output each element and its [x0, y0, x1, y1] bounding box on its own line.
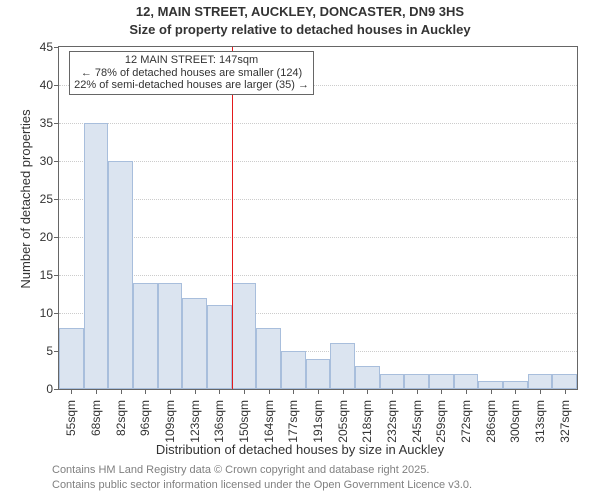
x-tick-label: 232sqm	[385, 400, 399, 443]
y-tick-label: 10	[40, 306, 53, 320]
x-tick	[515, 389, 516, 394]
histogram-bar	[108, 161, 133, 389]
annotation-line: ← 78% of detached houses are smaller (12…	[74, 67, 309, 80]
x-tick	[491, 389, 492, 394]
y-tick-label: 0	[46, 382, 53, 396]
x-tick-label: 177sqm	[286, 400, 300, 443]
y-tick	[54, 85, 59, 86]
grid-line	[59, 275, 577, 276]
grid-line	[59, 237, 577, 238]
x-tick-label: 245sqm	[410, 400, 424, 443]
x-tick	[466, 389, 467, 394]
plot-area: 05101520253035404555sqm68sqm82sqm96sqm10…	[58, 46, 578, 390]
x-tick	[540, 389, 541, 394]
y-tick-label: 45	[40, 40, 53, 54]
marker-annotation: 12 MAIN STREET: 147sqm← 78% of detached …	[69, 51, 314, 95]
y-tick	[54, 199, 59, 200]
x-tick	[441, 389, 442, 394]
x-tick-label: 136sqm	[212, 400, 226, 443]
x-tick-label: 191sqm	[311, 400, 325, 443]
y-tick	[54, 161, 59, 162]
x-tick	[170, 389, 171, 394]
x-tick-label: 327sqm	[558, 400, 572, 443]
y-tick	[54, 313, 59, 314]
x-tick-label: 164sqm	[262, 400, 276, 443]
y-tick-label: 15	[40, 268, 53, 282]
histogram-bar	[355, 366, 380, 389]
x-axis-label: Distribution of detached houses by size …	[0, 442, 600, 457]
histogram-bar	[84, 123, 109, 389]
x-tick	[121, 389, 122, 394]
y-tick-label: 20	[40, 230, 53, 244]
x-tick-label: 272sqm	[459, 400, 473, 443]
annotation-line: 12 MAIN STREET: 147sqm	[74, 54, 309, 67]
grid-line	[59, 199, 577, 200]
x-tick-label: 123sqm	[188, 400, 202, 443]
histogram-bar	[528, 374, 553, 389]
footnote-line-2: Contains public sector information licen…	[52, 479, 472, 491]
histogram-bar	[330, 343, 355, 389]
x-tick-label: 55sqm	[64, 400, 78, 436]
x-tick	[293, 389, 294, 394]
y-tick-label: 40	[40, 78, 53, 92]
histogram-bar	[59, 328, 84, 389]
x-tick	[565, 389, 566, 394]
x-tick	[417, 389, 418, 394]
x-tick	[367, 389, 368, 394]
histogram-bar	[306, 359, 331, 389]
grid-line	[59, 161, 577, 162]
y-tick	[54, 123, 59, 124]
histogram-bar	[207, 305, 232, 389]
histogram-bar	[158, 283, 183, 389]
histogram-bar	[503, 381, 528, 389]
x-tick-label: 286sqm	[484, 400, 498, 443]
x-tick	[71, 389, 72, 394]
histogram-bar	[281, 351, 306, 389]
histogram-bar	[232, 283, 257, 389]
x-tick	[145, 389, 146, 394]
histogram-bar	[182, 298, 207, 389]
footnote-line-1: Contains HM Land Registry data © Crown c…	[52, 464, 429, 476]
x-tick	[96, 389, 97, 394]
annotation-line: 22% of semi-detached houses are larger (…	[74, 79, 309, 92]
histogram-bar	[552, 374, 577, 389]
y-tick	[54, 275, 59, 276]
x-tick-label: 150sqm	[237, 400, 251, 443]
x-tick-label: 300sqm	[508, 400, 522, 443]
x-tick-label: 205sqm	[336, 400, 350, 443]
x-tick-label: 82sqm	[114, 400, 128, 436]
histogram-bar	[256, 328, 281, 389]
x-tick-label: 109sqm	[163, 400, 177, 443]
histogram-bar	[133, 283, 158, 389]
y-tick-label: 30	[40, 154, 53, 168]
histogram-bar	[404, 374, 429, 389]
y-tick	[54, 389, 59, 390]
x-tick-label: 68sqm	[89, 400, 103, 436]
x-tick-label: 313sqm	[533, 400, 547, 443]
x-tick	[244, 389, 245, 394]
y-tick	[54, 47, 59, 48]
histogram-bar	[429, 374, 454, 389]
y-tick-label: 5	[46, 344, 53, 358]
x-tick	[392, 389, 393, 394]
y-tick-label: 35	[40, 116, 53, 130]
x-tick	[343, 389, 344, 394]
chart-subtitle: Size of property relative to detached ho…	[0, 22, 600, 37]
chart-title: 12, MAIN STREET, AUCKLEY, DONCASTER, DN9…	[0, 4, 600, 19]
histogram-bar	[478, 381, 503, 389]
x-tick-label: 218sqm	[360, 400, 374, 443]
x-tick	[269, 389, 270, 394]
y-tick	[54, 237, 59, 238]
y-tick-label: 25	[40, 192, 53, 206]
x-tick-label: 259sqm	[434, 400, 448, 443]
histogram-bar	[454, 374, 479, 389]
y-axis-label: Number of detached properties	[18, 28, 33, 370]
x-tick-label: 96sqm	[138, 400, 152, 436]
grid-line	[59, 123, 577, 124]
x-tick	[318, 389, 319, 394]
x-tick	[195, 389, 196, 394]
x-tick	[219, 389, 220, 394]
property-marker-line	[232, 47, 233, 389]
histogram-bar	[380, 374, 405, 389]
